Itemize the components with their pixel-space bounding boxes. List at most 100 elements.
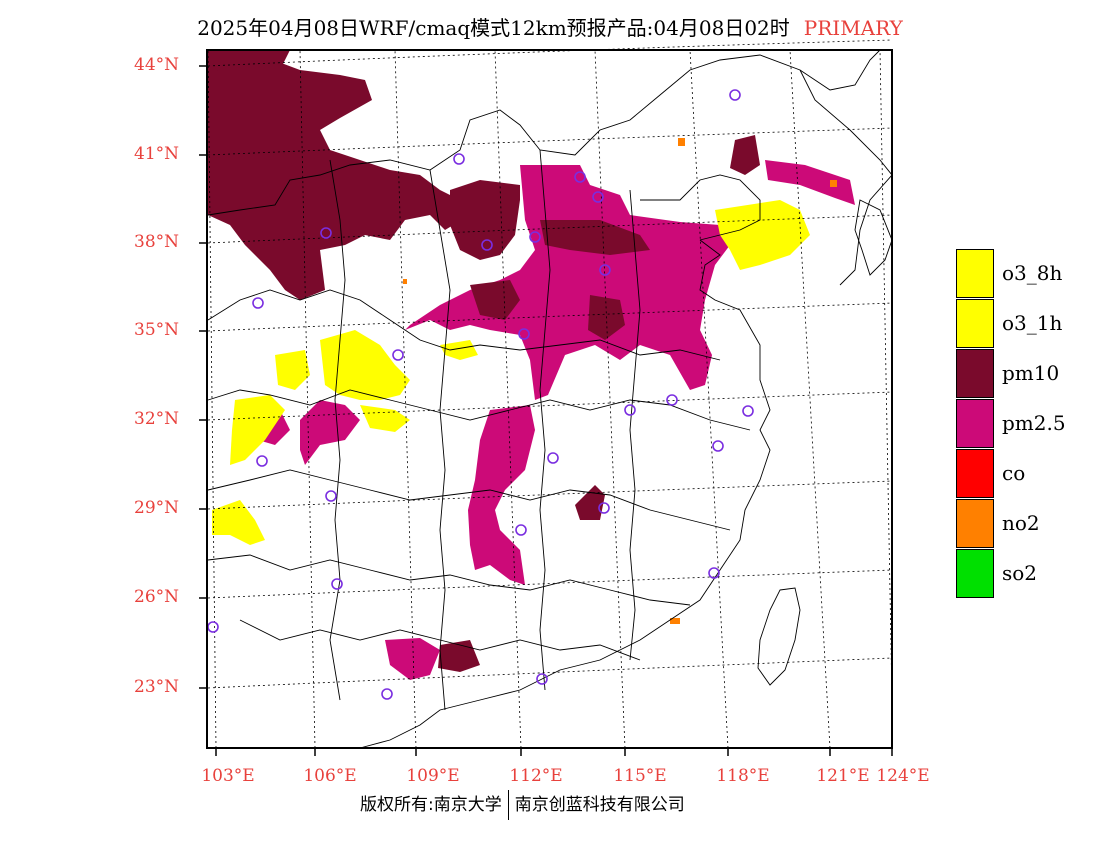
copyright-left: 版权所有:南京大学 [360,795,502,815]
pm10-region-shanxi [450,180,520,260]
legend-swatch [956,449,994,498]
station-marker [712,440,724,452]
lat-label-44: 44°N [134,55,180,75]
lat-label-26: 26°N [134,587,180,607]
border-prov-1 [207,289,721,361]
border-prov-v3 [539,149,551,691]
pollution-fields [208,50,855,680]
station-marker [729,89,741,101]
station-marker [547,452,559,464]
pm10-region-hebei [540,220,650,255]
map-frame-top [206,49,893,749]
lat-label-41: 41°N [134,144,180,164]
station-marker [481,239,493,251]
legend-swatch [956,499,994,548]
station-marker [331,578,343,590]
station-marker [598,502,610,514]
lon-line-115 [594,49,626,749]
station-marker [529,231,541,243]
tick-marks [199,65,893,756]
station-marker [515,524,527,536]
legend-label: co [1002,461,1026,485]
map-title: 2025年04月08日WRF/cmaq模式12km预报产品:04月08日02时 P… [0,12,1100,41]
legend-item-o3-8h: o3_8h [956,248,1066,298]
pm25-region-guangxi [385,638,440,680]
title-text: 2025年04月08日WRF/cmaq模式12km预报产品:04月08日02时 [197,16,790,40]
lat-label-38: 38°N [134,232,180,252]
lon-line-112 [494,49,522,749]
station-marker [320,227,332,239]
legend-item-pm10: pm10 [956,348,1066,398]
border-prov-v1 [329,159,346,701]
lon-label-106: 106°E [303,766,357,786]
copyright-right: 南京创蓝科技有限公司 [514,795,685,815]
station-marker [536,673,548,685]
taiwan-outline [757,587,801,686]
pm10-region-northwest [208,55,470,300]
lat-label-29: 29°N [134,498,180,518]
station-marker [708,567,720,579]
pm10-region-guangxi [438,640,480,672]
station-marker [325,490,337,502]
pm25-region-sichuan [300,400,360,465]
legend-label: o3_1h [1002,311,1063,335]
station-marker [381,688,393,700]
station-marker [392,349,404,361]
legend-label: pm10 [1002,361,1060,385]
lon-label-112: 112°E [509,766,563,786]
lon-label-124: 124°E [876,766,930,786]
legend-item-pm25: pm2.5 [956,398,1066,448]
copyright-footer: 版权所有:南京大学 南京创蓝科技有限公司 [360,790,685,820]
station-marker [666,394,678,406]
lat-label-23: 23°N [134,677,180,697]
border-prov-v4 [629,189,641,661]
legend-label: so2 [1002,561,1038,585]
legend-label: pm2.5 [1002,411,1066,435]
pm25-region-liaoning [765,160,855,205]
legend-item-o3-1h: o3_1h [956,298,1066,348]
station-marker [574,171,586,183]
o3-region-sichuan-north [320,330,410,400]
coastline-bohai [640,174,761,241]
lon-label-109: 109°E [406,766,460,786]
o3-region-sichuan-west [275,350,310,390]
station-marker [453,153,465,165]
legend-swatch [956,399,994,448]
pm10-region-liaoning [730,135,760,175]
station-marker [252,297,264,309]
lon-label-103: 103°E [201,766,255,786]
o3-region-shaanxi [440,340,478,360]
no2-spot-shaanxi [403,279,407,284]
o3-region-yunnan [212,500,265,545]
coastline-north [359,239,771,749]
legend-item-so2: so2 [956,548,1066,598]
lon-line-106 [299,49,316,749]
legend-swatch [956,349,994,398]
lon-line-109 [394,49,417,749]
legend-swatch [956,249,994,298]
border-prov-3 [207,469,731,531]
legend-swatch [956,549,994,598]
lon-line-118 [689,49,729,749]
legend-label: o3_8h [1002,261,1063,285]
lon-line-121 [789,49,831,749]
station-marker [256,455,268,467]
no2-spot-beijing [678,138,685,146]
pm10-region-top [208,50,290,72]
lat-label-35: 35°N [134,320,180,340]
no2-spot-liaoning [830,180,837,187]
border-prov-4 [207,554,691,606]
lon-label-115: 115°E [613,766,667,786]
no2-spot-fujian [670,618,680,624]
legend-label: no2 [1002,511,1040,535]
stations [207,89,754,700]
o3-region-chongqing [360,405,410,432]
o3-region-sichuan-south [230,395,285,465]
legend-item-no2: no2 [956,498,1066,548]
station-marker [624,404,636,416]
legend-swatch [956,299,994,348]
borders [207,49,893,749]
station-marker [599,264,611,276]
station-marker [592,191,604,203]
